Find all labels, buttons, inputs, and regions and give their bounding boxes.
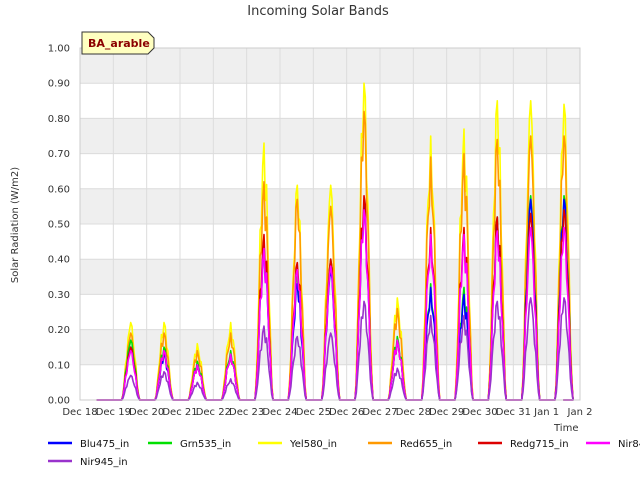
x-tick-label: Dec 26 (329, 407, 364, 418)
plot-band (80, 118, 580, 154)
legend-label: Nir840_in (618, 439, 640, 450)
x-tick-label: Dec 18 (62, 407, 97, 418)
legend-item-red655-in: Red655_in (368, 439, 452, 450)
x-tick-label: Jan 2 (567, 407, 593, 418)
y-tick-label: 0.90 (48, 79, 70, 90)
y-tick-label: 0.00 (48, 396, 70, 407)
legend-label: Blu475_in (80, 439, 129, 450)
y-tick-label: 0.20 (48, 325, 70, 336)
legend-label: Nir945_in (80, 457, 128, 468)
legend-item-nir840-in: Nir840_in (586, 439, 640, 450)
legend-label: Redg715_in (510, 439, 569, 450)
x-axis-label: Time (553, 423, 578, 434)
x-tick-label: Dec 28 (396, 407, 431, 418)
x-tick-label: Dec 27 (362, 407, 397, 418)
legend-item-grn535-in: Grn535_in (148, 439, 231, 450)
y-tick-label: 1.00 (48, 44, 70, 55)
legend-item-nir945-in: Nir945_in (48, 457, 128, 468)
x-tick-label: Dec 29 (429, 407, 464, 418)
legend-label: Yel580_in (289, 439, 337, 450)
legend: Blu475_in Grn535_in Yel580_in Red655_in Redg… (48, 439, 640, 468)
legend-label: Red655_in (400, 439, 452, 450)
x-tick-label: Dec 31 (496, 407, 531, 418)
legend-item-blu475-in: Blu475_in (48, 439, 129, 450)
x-tick-label: Dec 20 (129, 407, 164, 418)
y-tick-label: 0.10 (48, 360, 70, 371)
legend-item-redg715-in: Redg715_in (478, 439, 569, 450)
plot-frame (79, 47, 581, 401)
site-badge-label: BA_arable (88, 37, 150, 50)
chart-title: Incoming Solar Bands (247, 4, 389, 19)
y-tick-label: 0.50 (48, 220, 70, 231)
x-tick-label: Dec 23 (229, 407, 264, 418)
legend-item-yel580-in: Yel580_in (258, 439, 337, 450)
x-tick-label: Dec 22 (196, 407, 231, 418)
x-tick-label: Dec 21 (162, 407, 197, 418)
y-tick-label: 0.60 (48, 184, 70, 195)
legend-label: Grn535_in (180, 439, 231, 450)
x-tick-label: Dec 19 (96, 407, 131, 418)
y-tick-label: 0.80 (48, 114, 70, 125)
plot-band (80, 48, 580, 84)
x-tick-label: Dec 25 (296, 407, 331, 418)
x-tick-label: Dec 24 (262, 407, 297, 418)
site-badge: BA_arable (81, 31, 155, 55)
y-axis-label: Solar Radiation (W/m2) (10, 167, 21, 283)
y-tick-labels: 0.00 0.10 0.20 0.30 0.40 0.50 0.60 0.70 0.80 0.90… (48, 44, 70, 407)
x-tick-label: Jan 1 (533, 407, 559, 418)
y-tick-label: 0.70 (48, 149, 70, 160)
y-tick-label: 0.30 (48, 290, 70, 301)
y-tick-label: 0.40 (48, 255, 70, 266)
axes (79, 47, 581, 401)
x-tick-label: Dec 30 (462, 407, 497, 418)
